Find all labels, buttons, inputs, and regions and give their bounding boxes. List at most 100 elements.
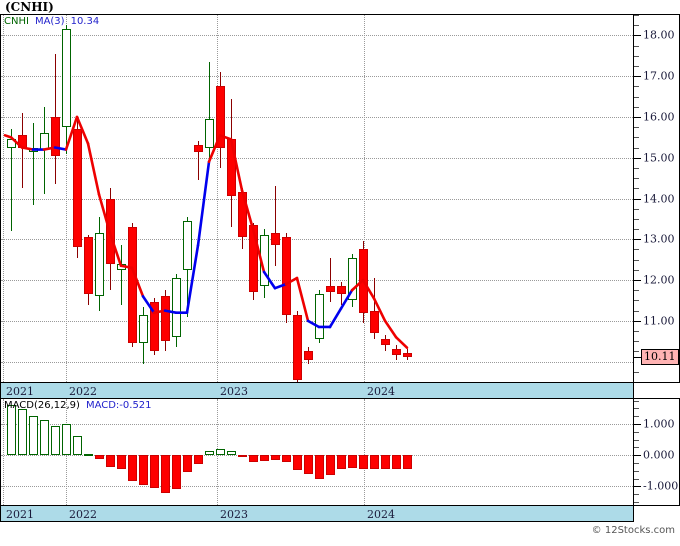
price-gridline <box>1 35 633 37</box>
macd-chart-panel[interactable]: MACD(26,12,9) MACD:-0.521 <box>0 398 634 506</box>
macd-histogram-bar <box>172 455 181 490</box>
candle-body <box>84 237 93 295</box>
candle-wick <box>198 141 199 181</box>
macd-histogram-bar <box>315 455 324 479</box>
candle-body <box>205 118 214 148</box>
price-axis-label: 16.00 <box>643 110 675 124</box>
candle-wick <box>22 112 23 189</box>
price-chart-panel[interactable]: CNHI MA(3) 10.34 <box>0 14 634 383</box>
ma-segment <box>152 309 167 314</box>
candle-body <box>183 220 192 270</box>
candle-body <box>282 237 291 315</box>
macd-histogram-bar <box>161 455 170 494</box>
price-year-gridline <box>364 15 365 382</box>
title-bar: (CNHI) <box>0 0 680 14</box>
macd-histogram-bar <box>205 451 214 456</box>
macd-histogram-bar <box>40 419 49 456</box>
price-axis-tick <box>634 157 641 159</box>
ma-segment <box>207 133 222 164</box>
price-axis-tick <box>634 239 641 241</box>
ma-segment <box>251 227 266 274</box>
candle-body <box>315 294 324 340</box>
macd-axis-label: -1.000 <box>643 479 679 493</box>
ma-segment <box>141 295 156 314</box>
price-gridline <box>1 157 633 159</box>
macd-histogram-bar <box>73 436 82 456</box>
ma-segment <box>262 270 277 290</box>
price-axis-tick <box>634 76 641 78</box>
macd-axis-label: 0.000 <box>643 448 675 462</box>
price-axis-label: 17.00 <box>643 69 675 83</box>
price-axis-label: 13.00 <box>643 232 675 246</box>
ma-segment <box>284 276 299 286</box>
price-axis-minor-tick <box>634 310 639 312</box>
price-gridline <box>1 361 633 363</box>
ma-segment <box>108 231 123 268</box>
macd-axis-tick <box>634 486 641 488</box>
ma-segment <box>196 160 211 247</box>
price-axis-tick <box>634 280 641 282</box>
price-axis-label: 15.00 <box>643 151 675 165</box>
candle-body <box>381 339 390 346</box>
x-axis-year-label: 2023 <box>220 508 248 521</box>
macd-histogram-bar <box>95 455 104 459</box>
macd-axis-label: 1.000 <box>643 417 675 431</box>
ma-segment <box>383 319 398 339</box>
price-axis: 18.00 17.00 16.00 15.00 14.00 13.00 12.00 11.00… <box>633 14 680 383</box>
candle-body <box>51 116 60 156</box>
macd-year-gridline <box>364 399 365 505</box>
ma-segment <box>163 309 178 314</box>
price-axis-minor-tick <box>634 259 639 261</box>
candle-wick <box>275 186 276 266</box>
macd-histogram-bar <box>293 455 302 470</box>
ma-segment <box>372 297 387 323</box>
x-axis-year-label: 2021 <box>6 385 34 398</box>
macd-histogram-bar <box>7 404 16 456</box>
price-axis-minor-tick <box>634 229 639 231</box>
price-axis-minor-tick <box>634 249 639 251</box>
price-axis-minor-tick <box>634 96 639 98</box>
price-gridline <box>1 76 633 78</box>
macd-x-axis-band: 2021 2022 2023 2024 <box>0 505 634 522</box>
macd-axis-minor-tick <box>634 462 639 464</box>
legend-macd-value: MACD:-0.521 <box>85 400 152 411</box>
macd-histogram-bar <box>381 455 390 470</box>
price-axis-minor-tick <box>634 290 639 292</box>
macd-histogram-bar <box>227 451 236 456</box>
copyright-notice: © 12Stocks.com <box>591 525 675 536</box>
candle-body <box>172 278 181 338</box>
ma-segment <box>306 319 321 329</box>
price-axis-minor-tick <box>634 25 639 27</box>
ma-segment <box>64 115 79 151</box>
macd-legend: MACD(26,12,9) MACD:-0.521 <box>4 400 158 412</box>
price-axis-minor-tick <box>634 371 639 373</box>
price-axis-minor-tick <box>634 45 639 47</box>
legend-ma-label: MA(3) <box>34 16 65 27</box>
candle-body <box>194 145 203 152</box>
candle-body <box>150 302 159 352</box>
macd-axis-minor-tick <box>634 447 639 449</box>
ma-segment <box>42 146 57 151</box>
macd-histogram-bar <box>249 455 258 462</box>
legend-macd-params: MACD(26,12,9) <box>4 400 80 411</box>
legend-ma-value: 10.34 <box>70 16 100 27</box>
macd-histogram-bar <box>51 426 60 456</box>
candle-wick <box>11 129 12 232</box>
current-price-tag: 10.11 <box>641 349 679 366</box>
candle-body <box>95 233 104 297</box>
macd-histogram-bar <box>62 424 71 456</box>
candle-wick <box>33 123 34 205</box>
ma-segment <box>350 278 365 292</box>
macd-axis: 1.000 0.000 -1.000 <box>633 398 680 506</box>
ma-segment <box>240 189 255 231</box>
macd-histogram-bar <box>370 455 379 469</box>
macd-histogram-bar <box>106 455 115 467</box>
current-price-tick <box>634 357 641 359</box>
price-axis-minor-tick <box>634 55 639 57</box>
price-axis-minor-tick <box>634 341 639 343</box>
ma-segment <box>130 266 145 298</box>
ma-segment <box>361 278 376 300</box>
macd-histogram-bar <box>326 455 335 476</box>
macd-axis-minor-tick <box>634 439 639 441</box>
